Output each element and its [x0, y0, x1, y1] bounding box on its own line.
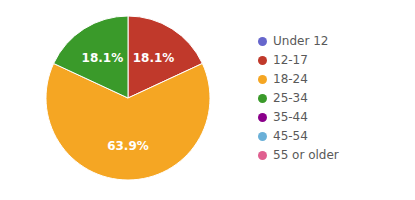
html-text:25-34: 25-34 — [273, 91, 308, 105]
svg-text:18.1%: 18.1% — [133, 51, 175, 65]
html-text:45-54: 45-54 — [273, 129, 308, 143]
svg-text:63.9%: 63.9% — [107, 139, 149, 153]
html-text:35-44: 35-44 — [273, 110, 308, 124]
html-text:18-24: 18-24 — [273, 72, 308, 86]
html-text:12-17: 12-17 — [273, 53, 308, 67]
svg-text:18.1%: 18.1% — [82, 51, 124, 65]
html-text:Under 12: Under 12 — [273, 34, 329, 48]
html-text:55 or older: 55 or older — [273, 148, 339, 162]
